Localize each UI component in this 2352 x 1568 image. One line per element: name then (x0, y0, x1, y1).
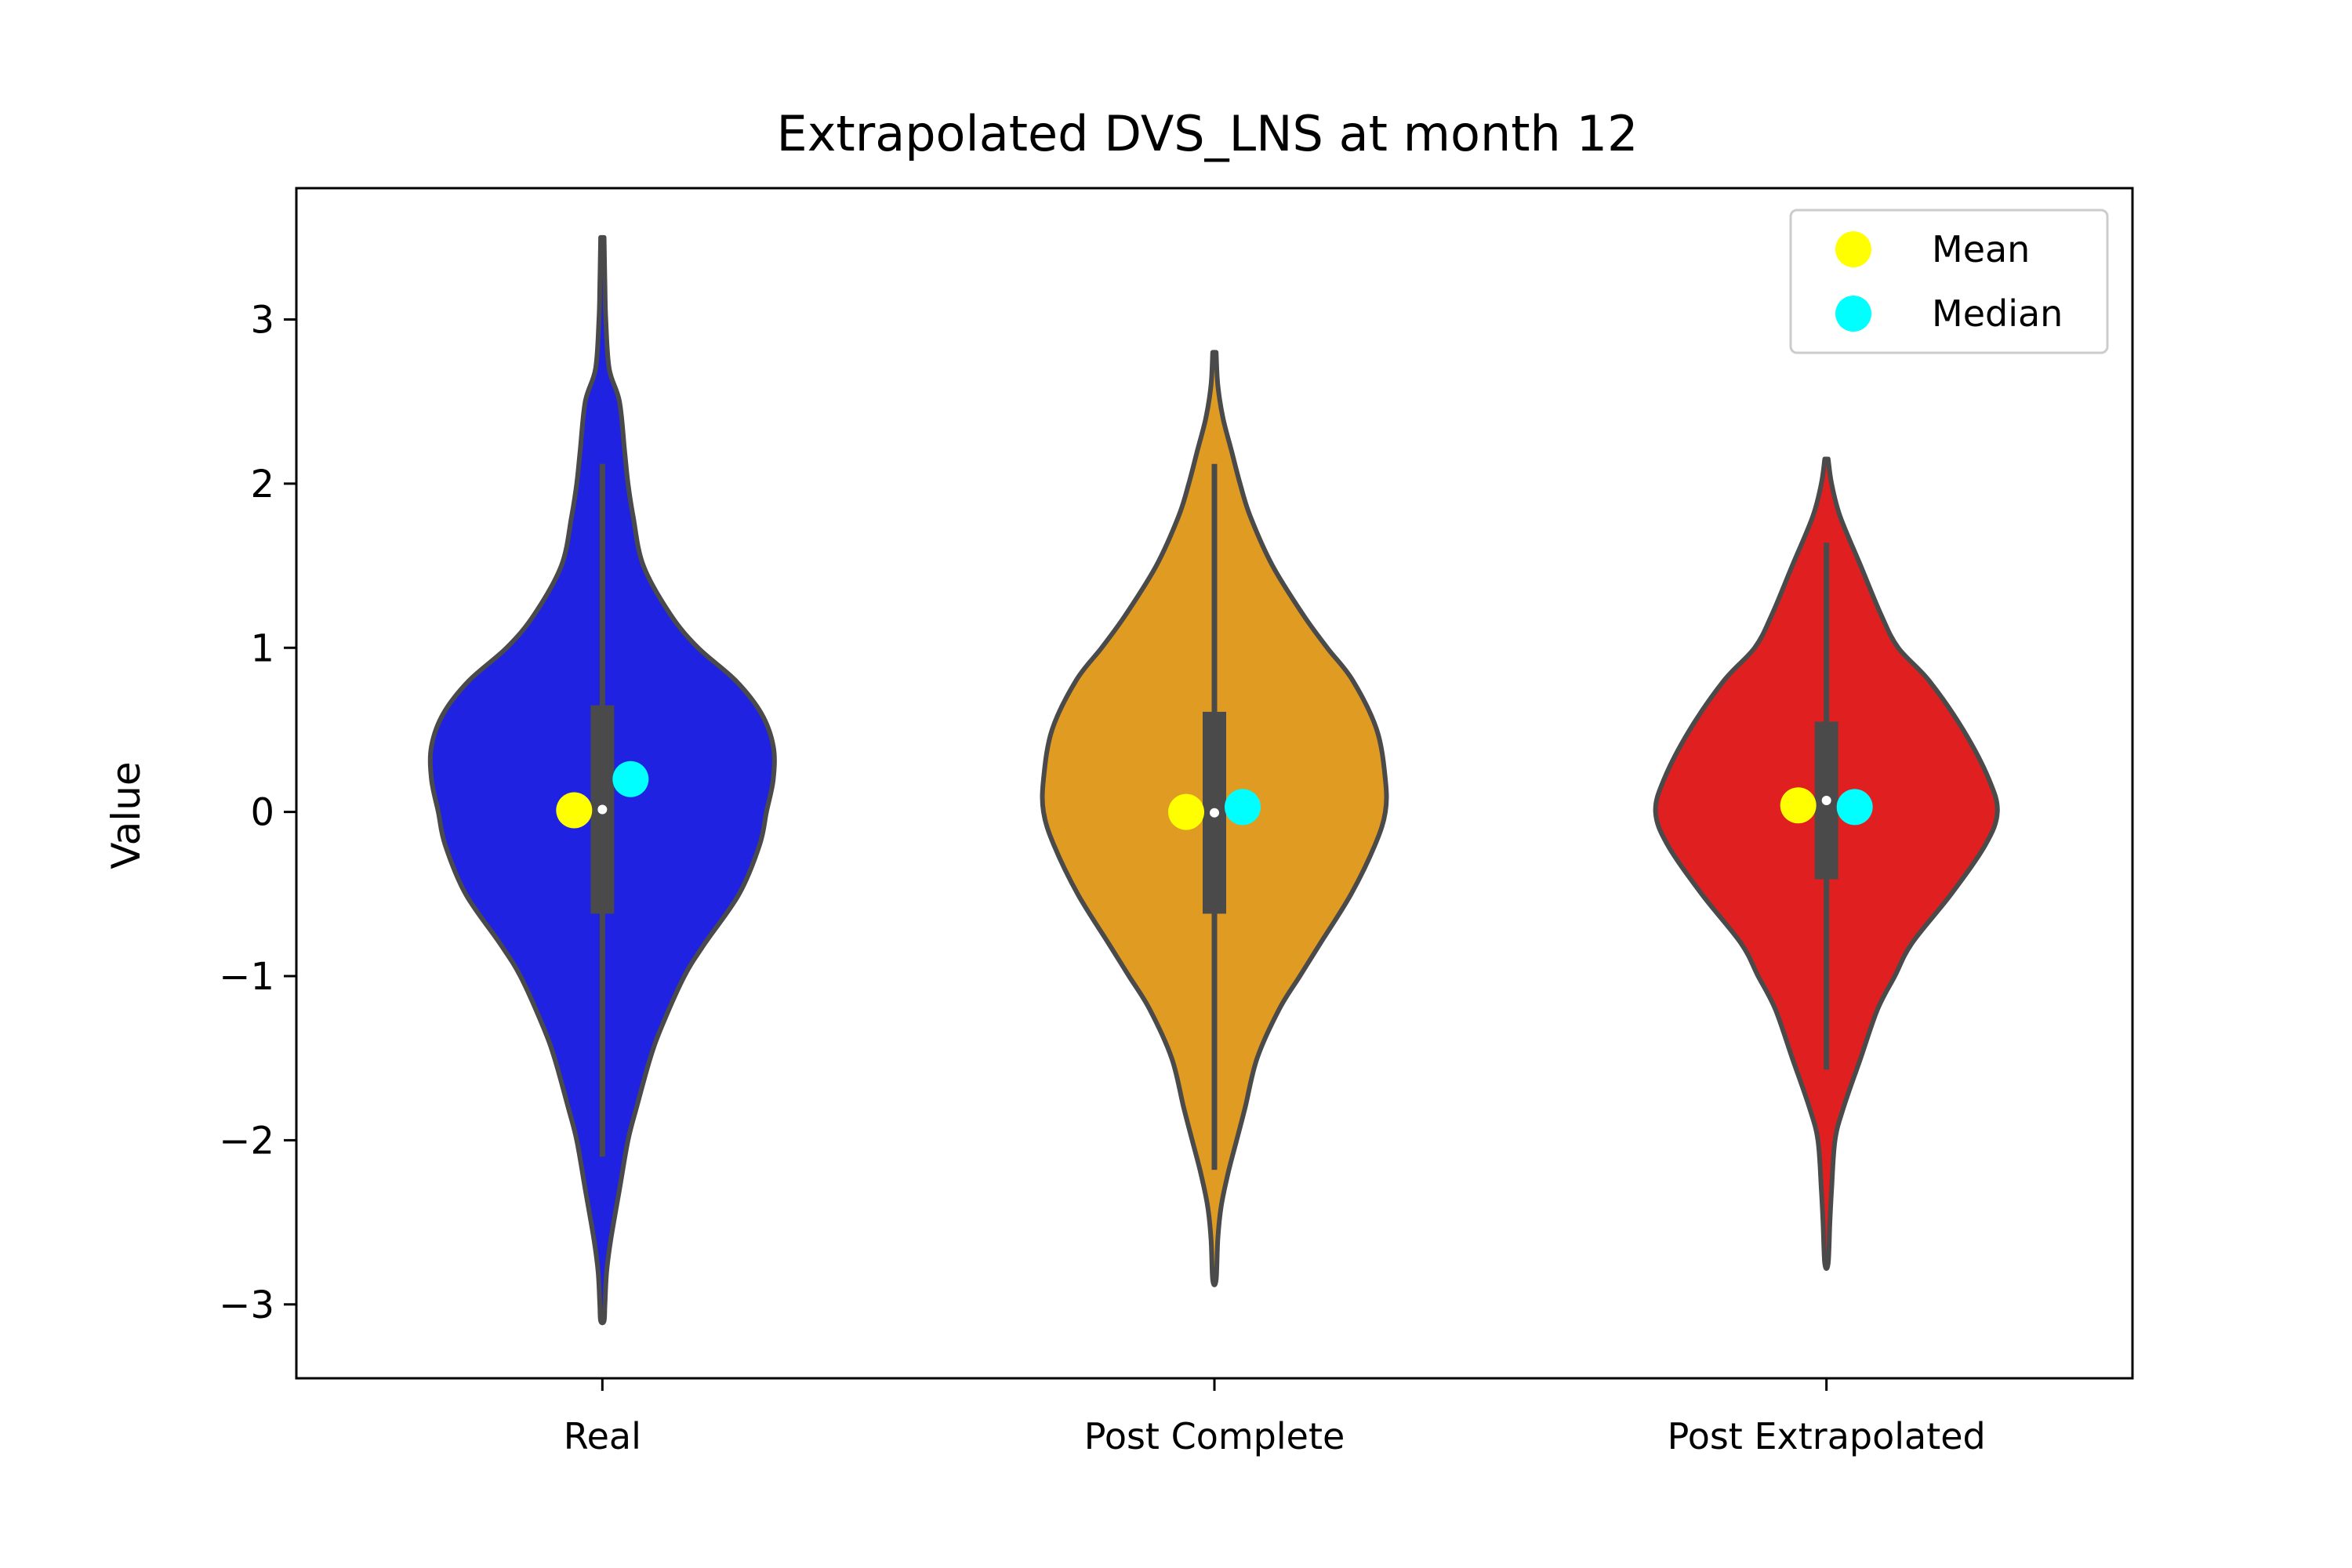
y-tick-label: −3 (219, 1283, 274, 1327)
legend-label: Mean (1932, 228, 2030, 270)
violin-center-dot (597, 804, 608, 815)
median-marker (1836, 789, 1873, 826)
y-tick-label: 0 (250, 791, 274, 835)
y-tick-label: 1 (250, 626, 274, 670)
legend-marker (1835, 296, 1871, 332)
legend-marker (1835, 231, 1871, 267)
legend: Mean Median (1789, 209, 2109, 354)
mean-marker (556, 792, 593, 829)
chart-title: Extrapolated DVS_LNS at month 12 (777, 105, 1639, 162)
mean-marker (1168, 793, 1204, 830)
mean-marker (1780, 787, 1817, 824)
violin-group (1653, 456, 2000, 1271)
violin-center-dot (1821, 795, 1831, 805)
y-tick-label: 2 (250, 463, 274, 506)
y-axis-label: Value (103, 761, 149, 869)
x-tick-label: Post Complete (1084, 1415, 1345, 1457)
x-tick-label: Post Extrapolated (1668, 1415, 1986, 1457)
median-marker (612, 760, 649, 797)
y-tick-label: 3 (250, 299, 274, 343)
legend-label: Median (1932, 292, 2063, 335)
violin-group (427, 234, 777, 1326)
y-tick-label: −1 (219, 955, 274, 999)
violin-center-dot (1210, 808, 1219, 818)
x-tick-label: Real (564, 1415, 641, 1457)
violin-group (1040, 350, 1389, 1287)
y-tick-label: −2 (219, 1119, 274, 1163)
plot-area: −3 −2 −1 0 1 2 3 Real Post Complete Post Extrapol… (219, 187, 2134, 1457)
median-marker (1225, 789, 1261, 826)
